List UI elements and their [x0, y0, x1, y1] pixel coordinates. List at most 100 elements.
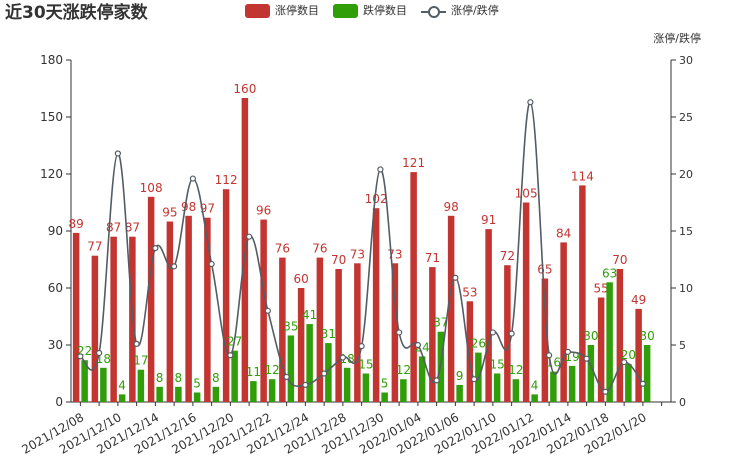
bar-limit-up-label: 73 — [387, 247, 402, 261]
bar-limit-down — [81, 360, 88, 402]
y-right-tick-label: 5 — [679, 339, 686, 352]
y-left-tick-label: 120 — [40, 167, 63, 181]
bar-limit-up — [429, 267, 436, 402]
bar-limit-up-label: 65 — [537, 263, 552, 277]
bar-limit-up-label: 73 — [350, 247, 365, 261]
bar-limit-up-label: 112 — [215, 173, 238, 187]
bar-limit-down-label: 20 — [621, 348, 636, 362]
ratio-point — [621, 359, 628, 366]
bar-limit-down-label: 9 — [456, 369, 464, 383]
bar-limit-up — [541, 278, 549, 402]
chart-legend: 涨停数目 跌停数目 涨停/跌停 — [245, 3, 499, 19]
bar-limit-up — [466, 301, 474, 402]
bar-limit-up-label: 97 — [200, 202, 215, 216]
ratio-point — [339, 354, 346, 361]
bar-limit-up-label: 121 — [402, 156, 425, 170]
bar-limit-up — [597, 297, 605, 402]
bar-limit-down — [362, 373, 370, 402]
ratio-point — [208, 260, 215, 268]
bar-limit-down-label: 4 — [531, 378, 539, 392]
bar-limit-up — [410, 172, 417, 402]
ratio-point — [527, 99, 534, 106]
bar-limit-down-label: 4 — [118, 378, 126, 392]
bar-limit-up-label: 55 — [593, 282, 608, 296]
bar-limit-up-label: 76 — [275, 242, 290, 256]
bar-limit-down — [231, 350, 238, 402]
bar-limit-up — [635, 308, 642, 402]
bar-limit-down-label: 15 — [358, 358, 373, 372]
bar-limit-down — [493, 373, 501, 402]
bar-limit-down — [400, 379, 407, 402]
bar-limit-down — [343, 367, 351, 402]
bar-limit-down-label: 11 — [246, 365, 261, 379]
legend-label-ratio: 涨停/跌停 — [451, 4, 499, 17]
bar-limit-up-label: 76 — [312, 242, 327, 256]
bar-limit-down — [306, 324, 313, 402]
ratio-point — [246, 233, 253, 240]
ratio-point — [264, 307, 271, 314]
bar-limit-down — [587, 345, 595, 402]
bar-limit-down — [325, 343, 332, 402]
legend-label-limit-down: 跌停数目 — [363, 4, 407, 17]
bar-limit-up — [316, 257, 324, 402]
bar-limit-down-label: 31 — [321, 327, 336, 341]
bar-limit-down-label: 41 — [302, 308, 317, 322]
bar-limit-down-label: 30 — [639, 329, 654, 343]
bar-limit-up-label: 102 — [365, 192, 388, 206]
bar-limit-up — [354, 263, 361, 402]
bar-limit-up — [391, 263, 399, 402]
legend-item-limit-up[interactable]: 涨停数目 — [245, 3, 319, 19]
ratio-point — [171, 263, 178, 270]
legend-swatch-ratio — [421, 4, 446, 18]
y-left-tick-label: 180 — [40, 53, 63, 67]
legend-swatch-limit-down — [333, 4, 358, 18]
bar-limit-up-label: 60 — [293, 272, 308, 286]
ratio-point — [583, 355, 590, 362]
ratio-point — [602, 388, 609, 395]
bar-limit-up — [447, 215, 455, 402]
ratio-point — [433, 377, 440, 384]
bar-limit-down-label: 30 — [583, 329, 598, 343]
ratio-point — [564, 348, 571, 355]
bar-limit-down — [100, 367, 107, 402]
bar-limit-up — [260, 219, 267, 402]
legend-item-limit-down[interactable]: 跌停数目 — [333, 3, 407, 19]
bar-limit-up-label: 49 — [631, 293, 646, 307]
y-right-tick-label: 30 — [679, 54, 693, 67]
bar-limit-up — [504, 265, 511, 402]
legend-item-ratio[interactable]: 涨停/跌停 — [421, 3, 499, 19]
bar-limit-up-label: 91 — [481, 213, 496, 227]
bar-limit-up-label: 70 — [331, 253, 346, 267]
bar-limit-down — [568, 365, 576, 402]
bar-limit-down — [287, 335, 295, 402]
bar-limit-up — [204, 217, 211, 402]
bar-limit-up — [560, 242, 567, 402]
bar-limit-down — [175, 386, 182, 402]
bar-limit-down — [193, 392, 201, 402]
y-right-tick-label: 20 — [679, 168, 693, 181]
bar-limit-up-label: 87 — [125, 221, 140, 235]
ratio-point — [377, 166, 384, 173]
bar-limit-down-label: 8 — [212, 371, 220, 385]
bar-limit-up — [147, 196, 155, 402]
bar-limit-down-label: 8 — [156, 371, 164, 385]
legend-swatch-limit-up — [245, 4, 270, 18]
y-right-tick-label: 10 — [679, 282, 693, 295]
bar-limit-down-label: 26 — [471, 337, 486, 351]
bar-limit-up-label: 96 — [256, 204, 271, 218]
bar-limit-up — [335, 269, 342, 402]
ratio-point — [471, 376, 478, 383]
bar-limit-down — [606, 282, 613, 402]
bar-limit-up-label: 53 — [462, 285, 477, 299]
bar-limit-up — [166, 221, 174, 402]
bar-limit-down — [268, 379, 276, 402]
bar-limit-down-label: 15 — [489, 358, 504, 372]
bar-limit-up-label: 108 — [140, 181, 163, 195]
bar-limit-up — [616, 269, 624, 402]
bar-limit-down — [118, 394, 126, 402]
bar-limit-down-label: 35 — [283, 320, 298, 334]
bar-limit-down — [381, 392, 388, 402]
bar-limit-down — [625, 364, 632, 402]
bar-limit-down-label: 12 — [508, 363, 523, 377]
